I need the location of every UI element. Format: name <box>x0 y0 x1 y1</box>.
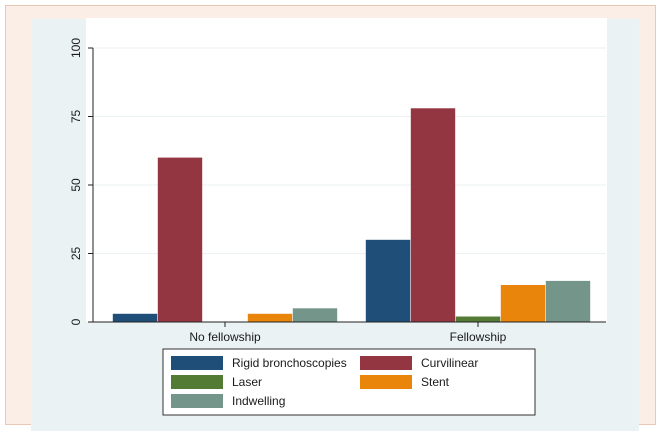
y-tick-label: 75 <box>69 110 83 124</box>
bar-curvilinear-no-fellowship <box>157 157 203 322</box>
legend-swatch-indwelling <box>171 394 223 408</box>
legend-label-rigid-bronchoscopies: Rigid bronchoscopies <box>232 356 347 370</box>
legend-label-laser: Laser <box>232 375 262 389</box>
bar-indwelling-fellowship <box>545 280 591 322</box>
bar-curvilinear-fellowship <box>410 108 456 322</box>
bars <box>112 108 591 322</box>
y-tick-label: 25 <box>69 247 83 261</box>
x-tick-label-no-fellowship: No fellowship <box>189 330 261 344</box>
bar-stent-fellowship <box>500 285 546 322</box>
legend-swatch-laser <box>171 375 223 389</box>
legend-label-curvilinear: Curvilinear <box>421 356 478 370</box>
bar-indwelling-no-fellowship <box>292 308 338 322</box>
x-ticks: No fellowship Fellowship <box>189 322 507 344</box>
y-tick-label: 100 <box>69 38 83 58</box>
legend-box <box>162 348 536 416</box>
bar-rigid-bronchoscopies-fellowship <box>365 239 411 322</box>
legend-swatch-rigid-bronchoscopies <box>171 356 223 370</box>
bar-stent-no-fellowship <box>247 313 293 322</box>
bar-laser-fellowship <box>455 316 501 322</box>
y-tick-label: 50 <box>69 178 83 192</box>
legend: Rigid bronchoscopies Curvilinear Laser Sten… <box>162 348 536 416</box>
legend-label-stent: Stent <box>421 375 450 389</box>
x-tick-label-fellowship: Fellowship <box>450 330 507 344</box>
y-tick-label: 0 <box>69 318 83 325</box>
legend-swatch-stent <box>360 375 412 389</box>
y-ticks: 0 25 50 75 100 <box>69 38 93 325</box>
bar-rigid-bronchoscopies-no-fellowship <box>112 313 158 322</box>
legend-swatch-curvilinear <box>360 356 412 370</box>
legend-label-indwelling: Indwelling <box>232 394 285 408</box>
